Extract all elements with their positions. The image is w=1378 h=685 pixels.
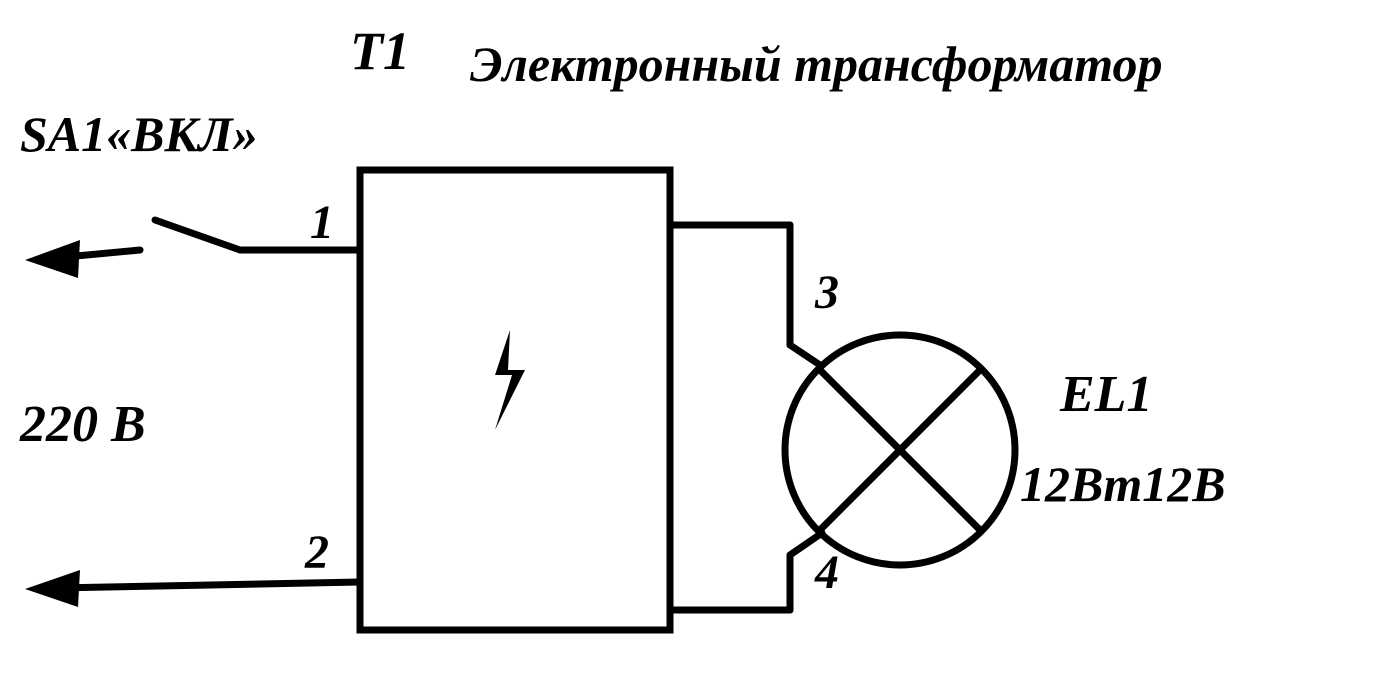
- title-label: Электронный трансформатор: [470, 35, 1163, 93]
- pin3-label: 3: [815, 265, 839, 320]
- switch-label: SA1«ВКЛ»: [20, 105, 258, 163]
- arrow-bot-head: [25, 570, 80, 607]
- wire-lamp-top: [790, 345, 820, 365]
- pin1-label: 1: [310, 195, 334, 250]
- circuit-diagram: [25, 170, 1015, 630]
- switch-arm: [155, 220, 240, 250]
- arrow-top-head: [25, 240, 80, 278]
- t1-label: T1: [350, 20, 410, 82]
- lightning-icon: [495, 330, 525, 430]
- lamp-name-label: EL1: [1060, 365, 1152, 424]
- pin4-label: 4: [815, 545, 839, 600]
- voltage-label: 220 В: [20, 395, 146, 454]
- pin2-label: 2: [305, 525, 329, 580]
- arrow-bot-line: [55, 582, 360, 588]
- transformer-box: [360, 170, 670, 630]
- lamp-rating-label: 12Вm12В: [1020, 455, 1226, 513]
